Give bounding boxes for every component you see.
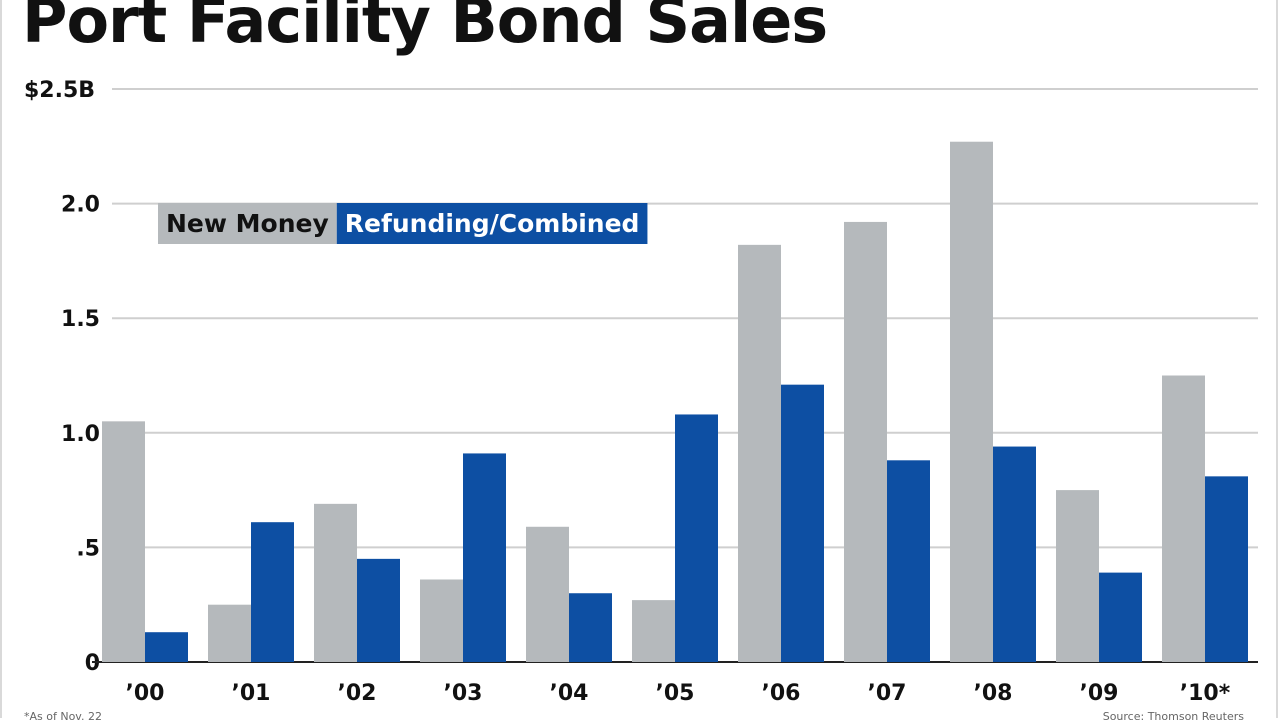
x-tick-label: ’02 [338,681,377,706]
x-tick-label: ’07 [868,681,907,706]
x-tick-label: ’06 [762,681,801,706]
x-tick-label: ’00 [126,681,165,706]
bar-refunding-combined [1099,572,1142,662]
bar-refunding-combined [675,414,718,662]
legend-swatch [336,203,648,244]
bar-new-money [102,421,145,662]
bar-refunding-combined [251,522,294,662]
y-tick-label: 1.0 [61,422,100,447]
bar-refunding-combined [357,558,400,662]
bar-new-money [738,244,781,662]
x-tick-label: ’05 [656,681,695,706]
bar-new-money [950,141,993,662]
legend-label: Refunding/Combined [345,209,640,238]
bar-new-money [632,600,675,662]
bar-new-money [1162,375,1205,662]
bar-refunding-combined [569,593,612,662]
x-tick-label: ’08 [974,681,1013,706]
bar-refunding-combined [145,632,188,662]
legend-swatch [158,203,337,244]
bar-new-money [208,604,251,662]
source-note: Source: Thomson Reuters [1102,710,1244,723]
y-tick-label: 0 [85,651,100,676]
chart-title: Port Facility Bond Sales [22,0,828,57]
x-tick-label: ’04 [550,681,589,706]
y-tick-label: $2.5B [24,78,95,103]
y-tick-label: .5 [76,536,100,561]
bar-new-money [844,221,887,662]
x-tick-label: ’03 [444,681,483,706]
bar-refunding-combined [1205,476,1248,662]
bar-refunding-combined [463,453,506,662]
bar-new-money [420,579,463,662]
bar-new-money [1056,490,1099,662]
bar-refunding-combined [993,446,1036,662]
legend-label: New Money [166,209,329,238]
y-tick-label: 2.0 [61,193,100,218]
y-tick-label: 1.5 [61,307,100,332]
bar-new-money [314,503,357,662]
bar-refunding-combined [887,460,930,662]
x-tick-label: ’10* [1180,681,1231,706]
bar-new-money [526,526,569,662]
footnote: *As of Nov. 22 [24,710,102,723]
bar-refunding-combined [781,384,824,662]
x-tick-label: ’01 [232,681,271,706]
x-tick-label: ’09 [1080,681,1119,706]
